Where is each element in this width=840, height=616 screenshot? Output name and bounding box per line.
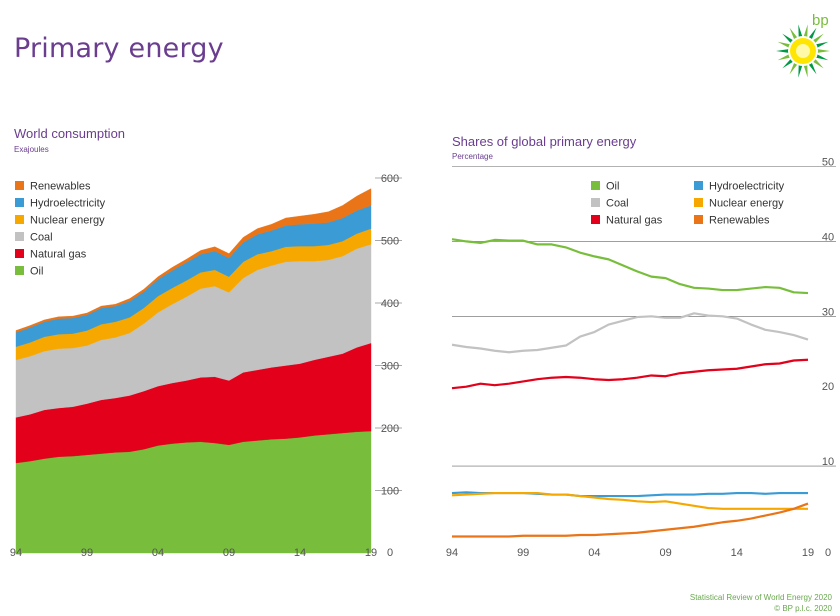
footer-copyright: © BP p.l.c. 2020 — [774, 604, 832, 613]
x-tick-label: 19 — [802, 547, 814, 559]
y-tick-label-zero: 0 — [825, 547, 831, 559]
x-tick-label: 14 — [731, 547, 743, 559]
line-oil — [452, 239, 808, 293]
footer-source: Statistical Review of World Energy 2020 — [690, 593, 832, 602]
legend-swatch-renewables — [694, 215, 703, 224]
legend-label-hydro: Hydroelectricity — [709, 181, 785, 193]
y-tick-label: 40 — [822, 231, 834, 243]
y-tick-label: 20 — [822, 381, 834, 393]
y-tick-label: 30 — [822, 306, 834, 318]
legend-swatch-nuclear — [694, 198, 703, 207]
line-natural_gas — [452, 360, 808, 388]
y-tick-label: 10 — [822, 456, 834, 468]
x-tick-label: 09 — [659, 547, 671, 559]
legend-label-coal: Coal — [606, 198, 629, 210]
legend-swatch-oil — [591, 181, 600, 190]
line-coal — [452, 313, 808, 352]
legend-swatch-hydro — [694, 181, 703, 190]
legend-label-nuclear: Nuclear energy — [709, 198, 784, 210]
legend-label-natural_gas: Natural gas — [606, 215, 663, 227]
legend-swatch-coal — [591, 198, 600, 207]
legend-label-oil: Oil — [606, 181, 619, 193]
x-tick-label: 04 — [588, 547, 600, 559]
x-tick-label: 99 — [517, 547, 529, 559]
shares-chart: 10 20 30 40 50 0 94 99 04 09 14 19 Oil Hydroelectric… — [0, 0, 840, 616]
legend-label-renewables: Renewables — [709, 215, 770, 227]
legend-swatch-natural_gas — [591, 215, 600, 224]
y-tick-label: 50 — [822, 157, 834, 169]
x-tick-label: 94 — [446, 547, 458, 559]
